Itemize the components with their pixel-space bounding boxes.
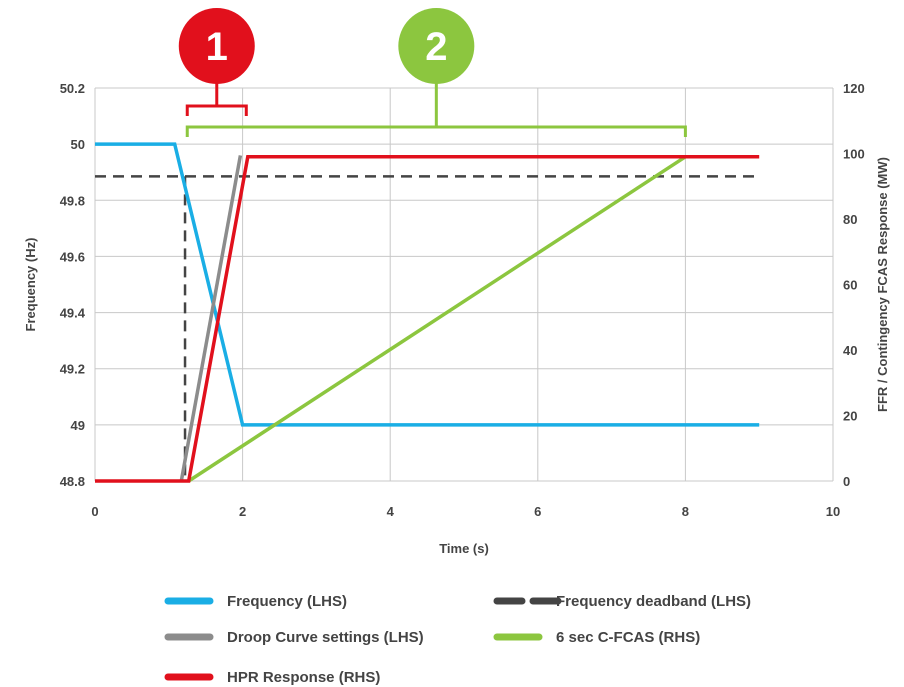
legend-label-frequency-deadband-lhs: Frequency deadband (LHS)	[556, 593, 751, 610]
x-tick-label: 0	[91, 504, 98, 519]
legend-label-hpr-response-rhs: HPR Response (RHS)	[227, 669, 380, 686]
x-tick-label: 2	[239, 504, 246, 519]
y-left-axis-title: Frequency (Hz)	[23, 238, 38, 332]
series	[95, 142, 760, 483]
grid	[94, 87, 834, 482]
y-left-tick-label: 50.2	[60, 81, 85, 96]
x-tick-label: 10	[826, 504, 840, 519]
annotation-bracket-1	[185, 104, 248, 116]
y-left-tick-label: 49	[71, 418, 85, 433]
y-left-tick-label: 49.8	[60, 193, 85, 208]
annotation-bracket-2	[185, 125, 687, 137]
y-right-tick-label: 40	[843, 343, 857, 358]
annotation-badge-label-2: 2	[425, 25, 447, 69]
series-line-hpr-response-rhs	[95, 155, 760, 483]
annotation-badge-1	[178, 8, 255, 84]
y-right-tick-label: 60	[843, 278, 857, 293]
y-left-tick-label: 48.8	[60, 474, 85, 489]
x-tick-label: 6	[534, 504, 541, 519]
x-tick-label: 8	[682, 504, 689, 519]
y-right-tick-label: 100	[843, 147, 865, 162]
x-axis-title: Time (s)	[439, 541, 489, 556]
y-left-tick-label: 50	[71, 137, 85, 152]
y-left-tick-label: 49.6	[60, 249, 85, 264]
series-line-frequency-lhs	[95, 142, 760, 427]
y-left-tick-label: 49.4	[60, 306, 86, 321]
axes: Time (s) Frequency (Hz) FFR / Contingenc…	[23, 81, 890, 556]
x-tick-label: 4	[387, 504, 395, 519]
legend: Frequency (LHS) Frequency deadband (LHS) D…	[164, 593, 751, 686]
y-left-tick-label: 49.2	[60, 362, 85, 377]
legend-label-6-sec-c-fcas-rhs: 6 sec C-FCAS (RHS)	[556, 629, 700, 646]
series-line-droop-curve-settings-lhs	[179, 155, 243, 482]
annotation-badge-2	[398, 8, 475, 84]
y-right-tick-label: 80	[843, 212, 857, 227]
series-line-6-sec-c-fcas-rhs	[187, 155, 687, 483]
y-right-tick-label: 0	[843, 474, 850, 489]
legend-label-droop-curve-settings-lhs: Droop Curve settings (LHS)	[227, 629, 424, 646]
annotation-badge-label-1: 1	[206, 25, 228, 69]
y-right-axis-title: FFR / Contingency FCAS Response (MW)	[875, 157, 890, 412]
legend-label-frequency-lhs: Frequency (LHS)	[227, 593, 347, 610]
y-right-tick-label: 120	[843, 81, 865, 96]
y-right-tick-label: 20	[843, 409, 857, 424]
